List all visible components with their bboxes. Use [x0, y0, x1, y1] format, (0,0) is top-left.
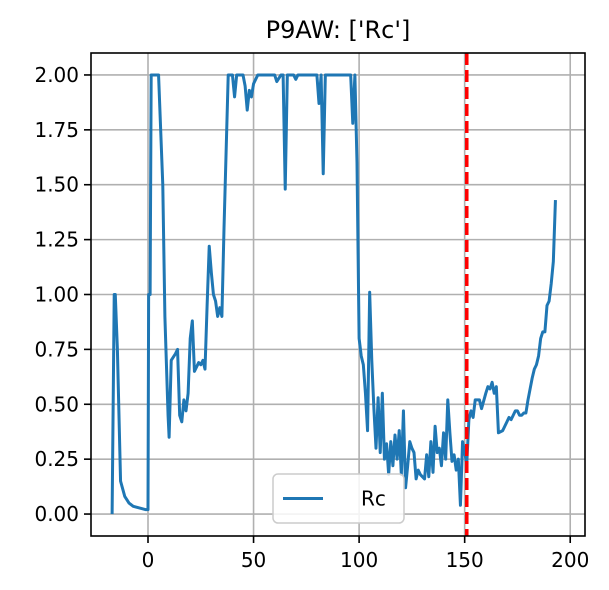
legend-box	[272, 473, 405, 524]
legend: Rc	[272, 473, 405, 524]
y-tick-label: 0.75	[34, 337, 79, 361]
x-tick-label: 100	[340, 548, 378, 572]
legend-label: Rc	[361, 487, 386, 511]
x-tick-label: 50	[241, 548, 266, 572]
y-tick-label: 1.75	[34, 118, 79, 142]
y-tick-label: 1.25	[34, 228, 79, 252]
y-tick-label: 0.00	[34, 502, 79, 526]
chart-title: P9AW: ['Rc']	[266, 16, 411, 44]
series-line-rc	[110, 73, 557, 515]
y-tick-label: 0.25	[34, 447, 79, 471]
y-tick-label: 2.00	[34, 63, 79, 87]
x-tick-label: 0	[142, 548, 155, 572]
y-tick-label: 0.50	[34, 392, 79, 416]
y-tick-label: 1.50	[34, 173, 79, 197]
x-tick-label: 150	[446, 548, 484, 572]
x-tick-label: 200	[551, 548, 589, 572]
y-tick-label: 1.00	[34, 283, 79, 307]
